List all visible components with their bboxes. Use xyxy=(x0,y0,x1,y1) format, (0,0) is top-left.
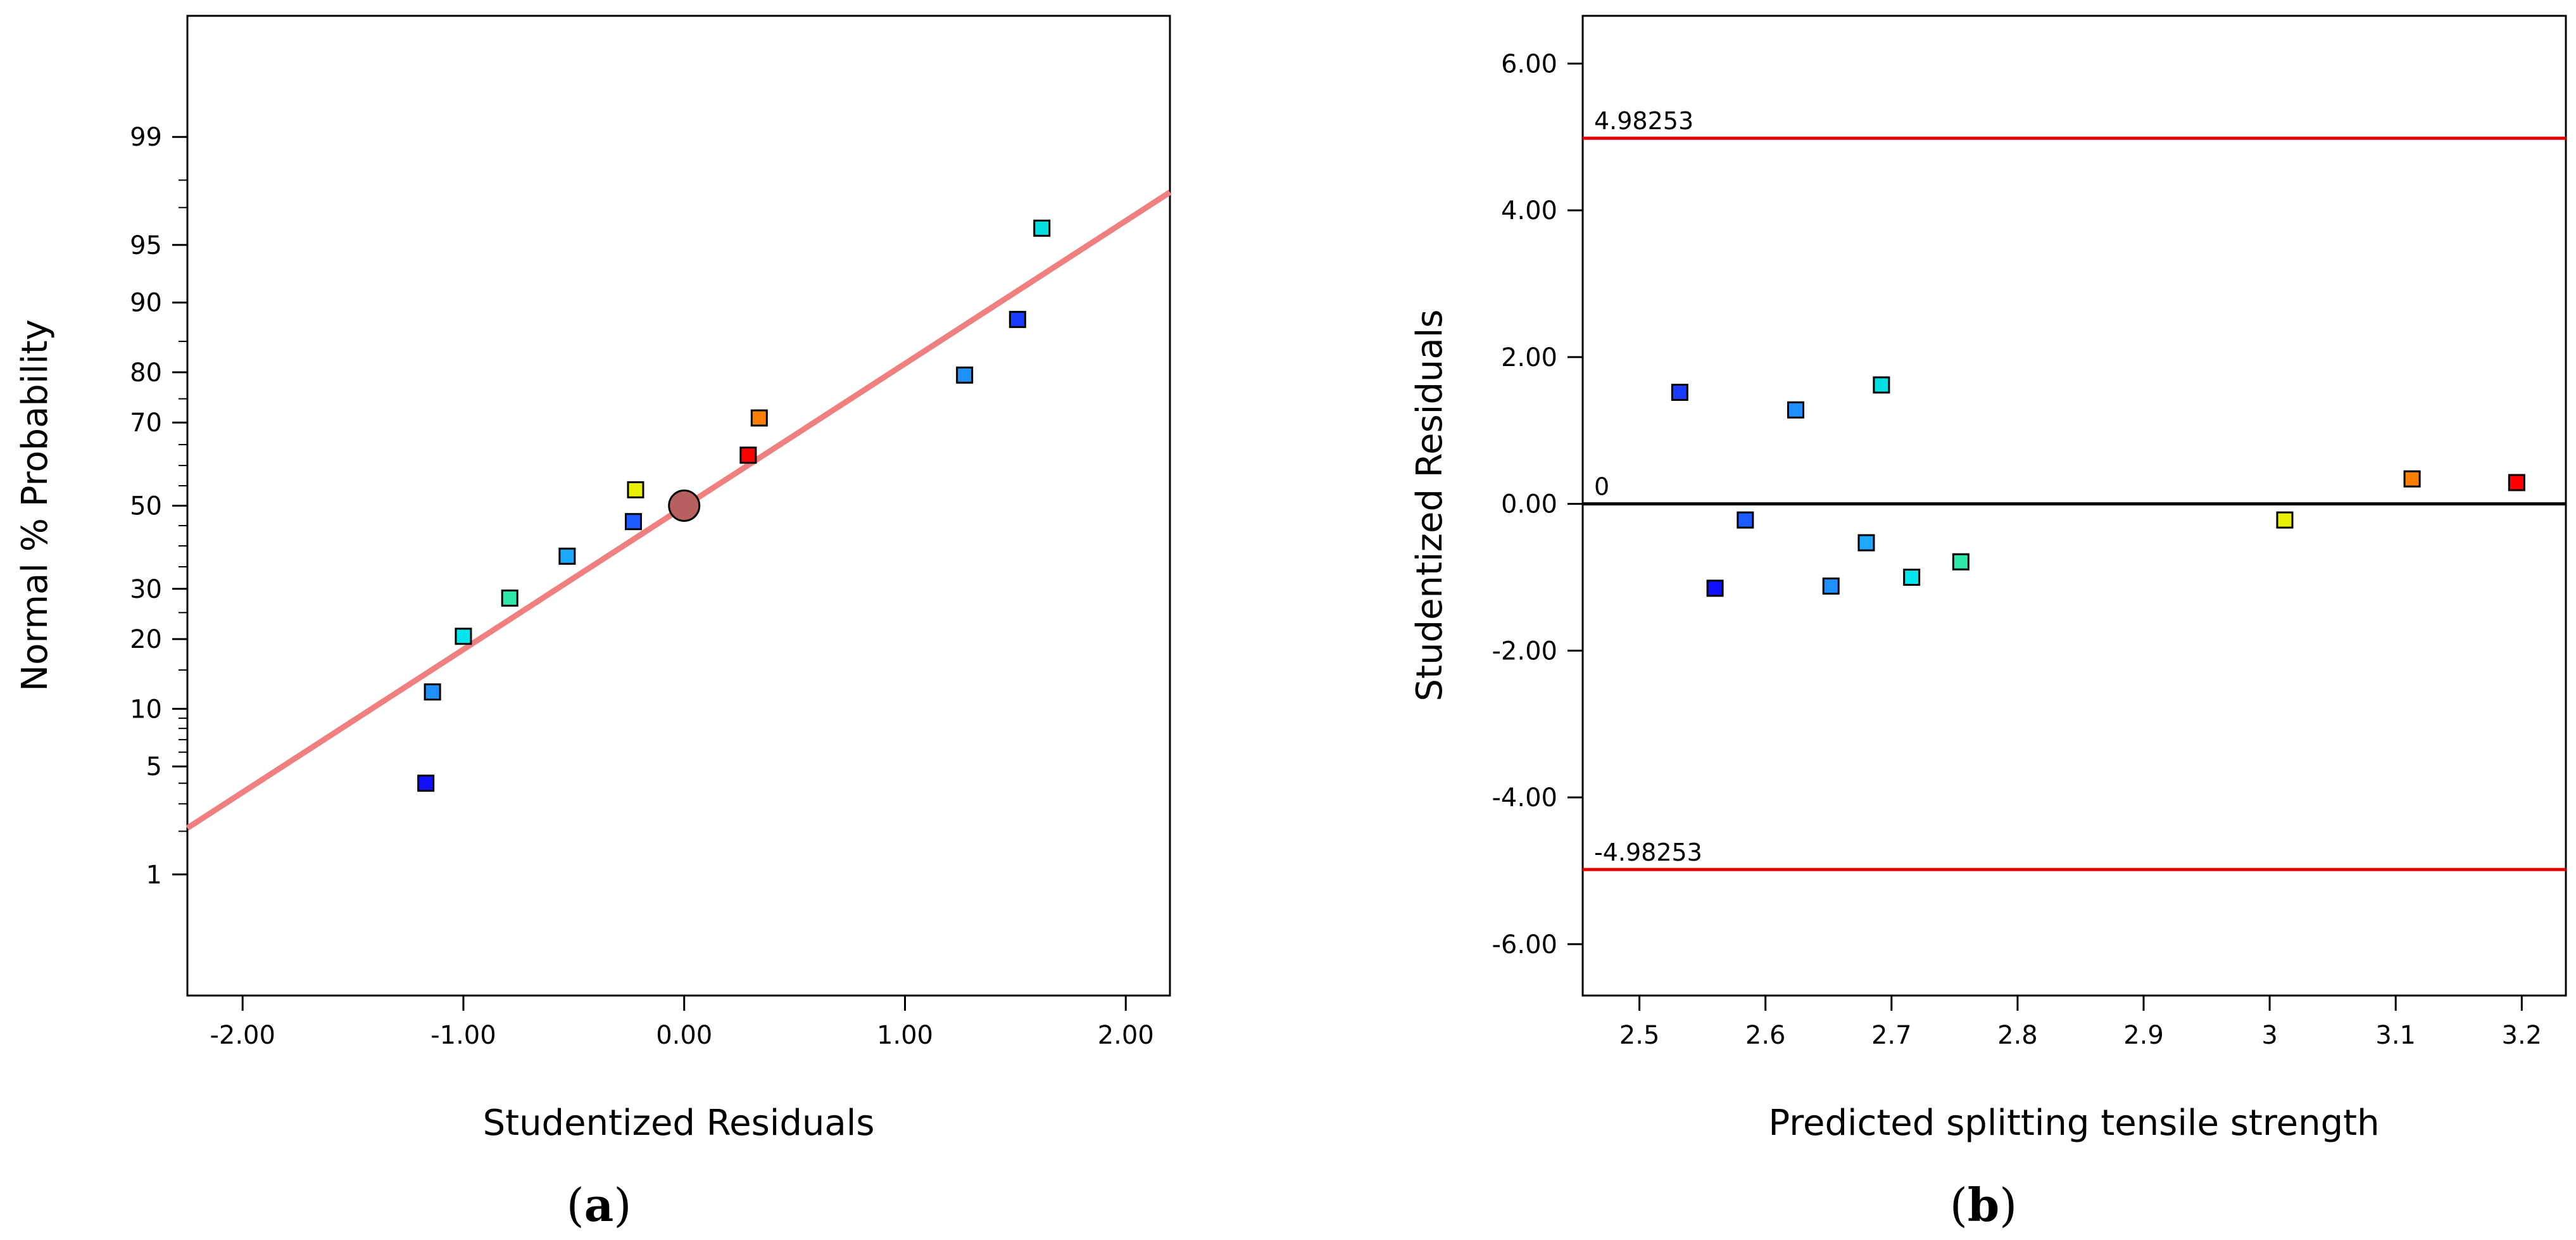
panel-a-data-point xyxy=(627,481,644,498)
panel-b-data-point xyxy=(1671,383,1688,401)
panel-a-x-tick-label: -2.00 xyxy=(210,1021,275,1050)
panel-b-x-tick-label: 2.6 xyxy=(1745,1021,1786,1050)
panel-a-data-point xyxy=(750,409,768,427)
panel-b-data-point xyxy=(2508,474,2525,491)
panel-b-data-point xyxy=(2276,511,2294,529)
panel-a-data-point xyxy=(1008,310,1026,328)
panel-a-data-point xyxy=(1033,219,1051,237)
panel-b-x-tick-label: 2.5 xyxy=(1619,1021,1660,1050)
panel-a-label-letter: a xyxy=(584,1178,614,1232)
panel-a-y-tick-label: 99 xyxy=(130,123,162,152)
panel-b-data-point xyxy=(1737,511,1754,529)
panel-a-y-tick-label: 90 xyxy=(130,289,162,318)
panel-b-reference-line-label: 4.98253 xyxy=(1594,107,1693,135)
panel-a-y-tick-label: 80 xyxy=(130,358,162,388)
panel-a-y-axis-title: Normal % Probability xyxy=(15,319,56,691)
panel-b-x-tick-label: 3.2 xyxy=(2502,1021,2542,1050)
panel-a-y-tick-label: 1 xyxy=(146,861,162,890)
panel-a-y-tick-label: 50 xyxy=(130,492,162,521)
panel-b-y-tick-label: 4.00 xyxy=(1501,196,1557,225)
panel-a-y-tick-label: 95 xyxy=(130,231,162,260)
panel-a-data-point xyxy=(424,683,441,701)
panel-a-data-point xyxy=(455,628,472,645)
panel-a-y-tick-label: 70 xyxy=(130,408,162,438)
panel-b-plot-frame xyxy=(1581,15,2567,997)
panel-b-label-open: ( xyxy=(1950,1179,1968,1232)
panel-b-reference-line-label: 0 xyxy=(1594,473,1609,501)
panel-a-data-point xyxy=(558,547,576,565)
panel-b-label-close: ) xyxy=(1999,1179,2017,1232)
panel-b-reference-line-label: -4.98253 xyxy=(1594,838,1702,866)
panel-b-reference-lines-group: 4.98253 0 -4.98253 xyxy=(1583,107,2566,871)
panel-b-y-tick-label: 2.00 xyxy=(1501,343,1557,372)
panel-b-data-point xyxy=(1822,577,1840,595)
panel-b-y-axis-title: Studentized Residuals xyxy=(1409,310,1450,702)
panel-b-data-point xyxy=(1903,568,1921,586)
panel-a-tick-group: -2.00 -1.00 0.00 1.00 2.00 1 5 10 20 30 50 70 80 90 95… xyxy=(130,123,1154,1050)
panel-a-y-tick-label: 20 xyxy=(130,625,162,654)
panel-a-data-point xyxy=(739,446,757,464)
panel-b-data-point xyxy=(1706,579,1724,597)
panel-a-points-group xyxy=(417,219,1051,792)
panel-a-label-open: ( xyxy=(567,1179,584,1232)
panel-a-label: (a) xyxy=(567,1178,632,1232)
panel-a-label-close: ) xyxy=(613,1179,631,1232)
panel-b-data-point xyxy=(2403,470,2421,488)
panel-a-x-tick-label: -1.00 xyxy=(430,1021,496,1050)
panel-a-y-tick-label: 5 xyxy=(146,752,162,781)
panel-b-data-point xyxy=(1952,553,1970,571)
panel-a-data-point xyxy=(501,589,518,607)
panel-a-data-point xyxy=(417,775,435,792)
panel-b-y-tick-label: -2.00 xyxy=(1492,636,1558,666)
panel-b-label: (b) xyxy=(1950,1178,2018,1232)
panel-b-x-tick-label: 2.7 xyxy=(1871,1021,1912,1050)
panel-b-y-tick-label: 0.00 xyxy=(1501,490,1557,519)
panel-a-y-tick-label: 30 xyxy=(130,575,162,604)
panel-b-residuals-vs-predicted-plot: 4.98253 0 -4.98253 2.5 2.6 2.7 2.8 2.9 3 3.1 3.2 -… xyxy=(1409,15,2567,1232)
panel-b-x-tick-label: 3.1 xyxy=(2375,1021,2416,1050)
panel-a-y-tick-label: 10 xyxy=(130,695,162,724)
panel-b-x-tick-label: 2.8 xyxy=(1997,1021,2038,1050)
panel-b-x-tick-label: 2.9 xyxy=(2123,1021,2164,1050)
panel-b-y-tick-label: -4.00 xyxy=(1492,783,1558,813)
panel-b-data-point xyxy=(1873,376,1890,394)
panel-b-data-point xyxy=(1787,401,1804,419)
panel-b-x-tick-label: 3 xyxy=(2261,1021,2277,1050)
panel-a-x-axis-title: Studentized Residuals xyxy=(483,1103,875,1144)
panel-a-x-tick-label: 0.00 xyxy=(656,1021,712,1050)
panel-b-tick-group: 2.5 2.6 2.7 2.8 2.9 3 3.1 3.2 -6.00 -4.00 -2.00 0.0… xyxy=(1492,49,2542,1050)
panel-a-data-point xyxy=(956,366,974,384)
panel-a-center-marker xyxy=(668,490,701,522)
panel-a-data-point xyxy=(625,513,643,531)
panel-a-x-tick-label: 1.00 xyxy=(877,1021,933,1050)
panel-b-y-tick-label: -6.00 xyxy=(1492,930,1558,959)
panel-b-label-letter: b xyxy=(1968,1178,1999,1232)
panel-b-y-tick-label: 6.00 xyxy=(1501,49,1557,79)
panel-b-x-axis-title: Predicted splitting tensile strength xyxy=(1768,1103,2379,1144)
panel-b-points-group xyxy=(1671,376,2525,597)
panel-a-x-tick-label: 2.00 xyxy=(1098,1021,1154,1050)
panel-a-normal-probability-plot: -2.00 -1.00 0.00 1.00 2.00 1 5 10 20 30 50 70 80 90 95… xyxy=(15,15,1172,1232)
panel-b-data-point xyxy=(1857,534,1875,552)
